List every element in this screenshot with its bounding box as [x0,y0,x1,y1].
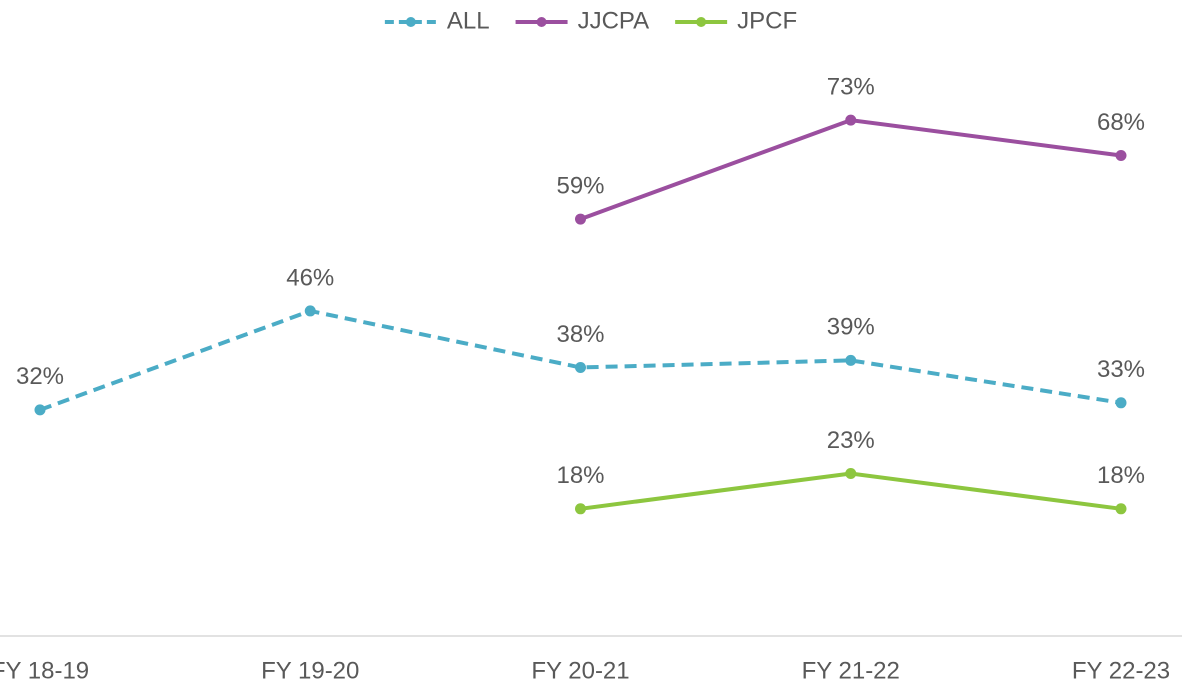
data-label: 18% [1097,462,1145,489]
data-label: 23% [827,427,875,454]
series-line [579,118,1122,221]
data-label: 18% [556,462,604,489]
legend-label: JJCPA [578,7,650,34]
data-point [575,361,586,373]
x-tick-label: FY 21-22 [802,657,900,684]
legend-label: ALL [447,7,490,34]
data-label: 39% [827,314,875,341]
data-point [1115,503,1127,515]
data-point [575,213,586,225]
data-label: 32% [16,363,64,390]
legend-marker [405,17,416,27]
x-tick-label: FY 18-19 [0,657,89,684]
data-label: 59% [556,172,604,199]
x-tick-label: FY 19-20 [261,657,359,684]
data-point [1115,397,1127,409]
x-tick-label: FY 20-21 [531,657,629,684]
data-point [845,114,857,126]
legend-label: JPCF [737,7,797,34]
data-label: 38% [556,321,604,348]
data-point [575,503,586,515]
data-point [845,467,857,479]
x-tick-label: FY 22-23 [1072,657,1170,684]
data-point [34,404,46,416]
data-label: 68% [1097,109,1145,136]
series-line [39,308,1122,412]
data-label: 33% [1097,356,1145,383]
data-label: 46% [286,264,334,291]
data-point [1115,149,1127,161]
data-point [845,354,857,366]
data-label: 73% [827,73,875,100]
data-point [304,305,316,317]
legend-marker [536,17,547,27]
legend-marker [696,17,707,27]
